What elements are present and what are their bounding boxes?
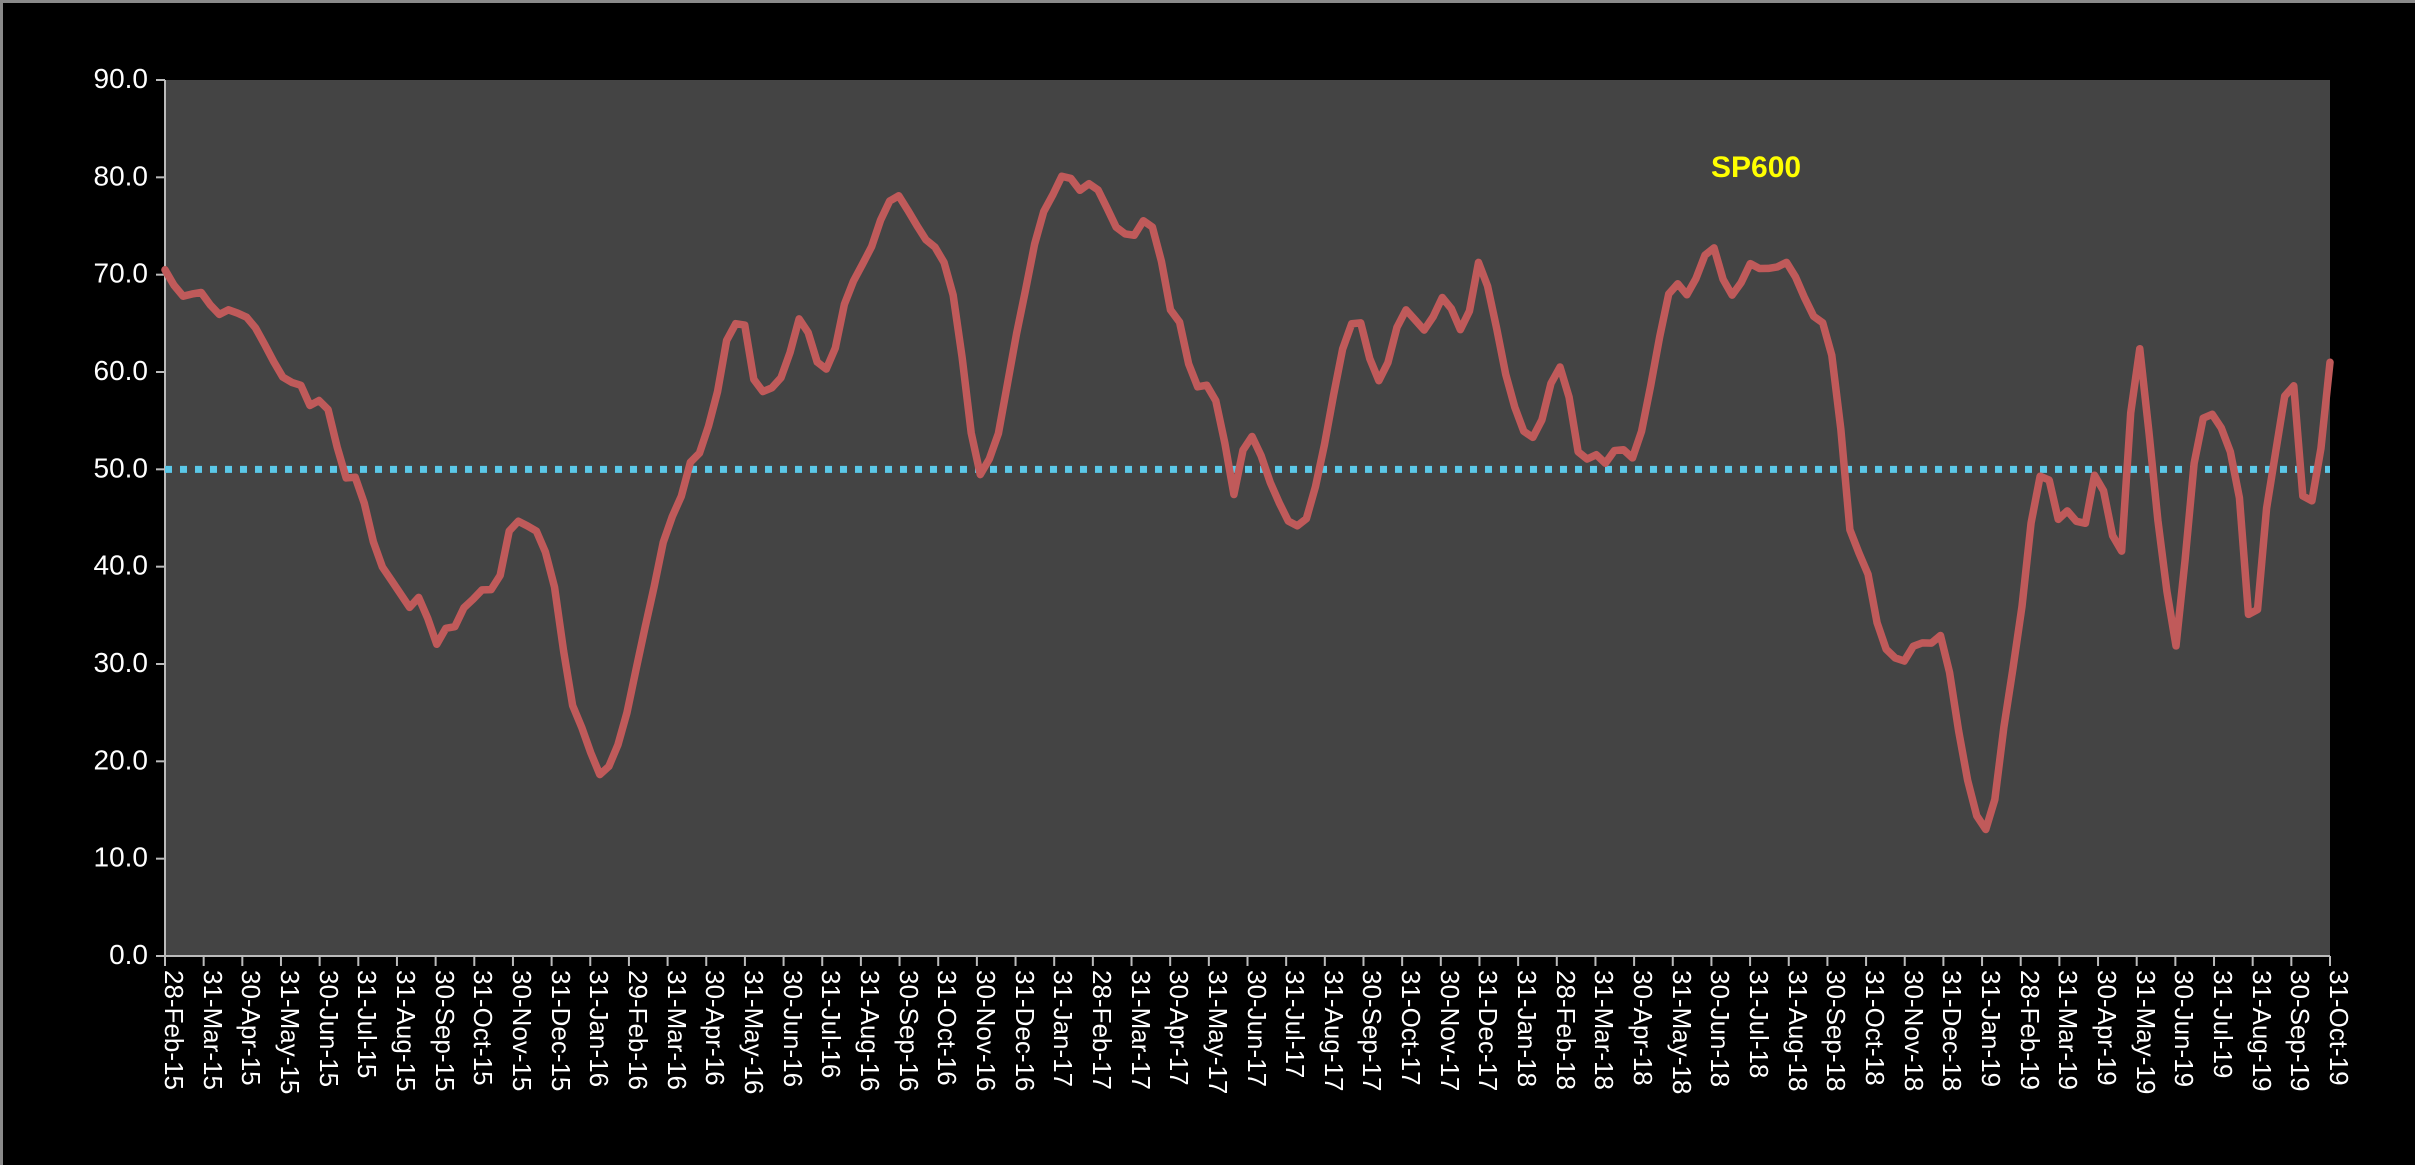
svg-text:50.0: 50.0: [94, 452, 149, 483]
svg-text:90.0: 90.0: [94, 63, 149, 94]
svg-text:0.0: 0.0: [109, 939, 148, 970]
svg-text:60.0: 60.0: [94, 355, 149, 386]
svg-text:10.0: 10.0: [94, 842, 149, 873]
svg-text:70.0: 70.0: [94, 258, 149, 289]
svg-text:40.0: 40.0: [94, 550, 149, 581]
svg-text:SP600: SP600: [1711, 151, 1801, 184]
svg-text:80.0: 80.0: [94, 160, 149, 191]
svg-text:20.0: 20.0: [94, 744, 149, 775]
svg-text:30.0: 30.0: [94, 647, 149, 678]
